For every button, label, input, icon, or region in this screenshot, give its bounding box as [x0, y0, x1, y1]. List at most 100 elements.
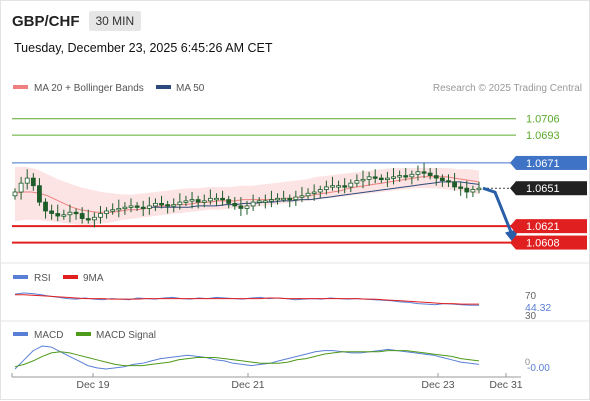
rsi-tick-30: 30: [525, 311, 537, 322]
candle-body: [293, 196, 299, 200]
candle-body: [79, 213, 85, 219]
ma20-legend-label: MA 20 + Bollinger Bands: [34, 83, 144, 94]
candle-body: [37, 185, 42, 203]
macd-signal-legend-swatch: [76, 332, 91, 336]
candle-body: [98, 213, 103, 218]
price-levels: [12, 118, 516, 244]
x-tick-label: Dec 21: [231, 379, 264, 391]
moving-averages: [14, 176, 480, 213]
macd-line: [14, 345, 480, 370]
candle-body: [439, 177, 445, 182]
candle-body: [391, 176, 396, 179]
x-tick-label: Dec 23: [421, 379, 454, 391]
candle-body: [91, 216, 97, 221]
level-tag-1.0608: [516, 235, 587, 250]
candle-body: [73, 211, 79, 215]
candle-body: [452, 181, 457, 188]
candle-body: [183, 200, 189, 203]
candle-body: [275, 197, 280, 201]
x-tick-label: Dec 19: [76, 379, 109, 391]
level-tag-pointer-1.0671: [510, 155, 516, 170]
candle-body: [30, 177, 36, 187]
rsi-tick-70: 70: [525, 291, 537, 302]
candle-body: [336, 185, 341, 188]
candle-body: [85, 218, 91, 221]
candle-body: [281, 197, 287, 201]
level-tag-pointer-1.0621: [510, 219, 516, 234]
candle-body: [159, 202, 164, 206]
timeframe-badge[interactable]: 30 MIN: [88, 11, 142, 31]
candle-body: [446, 180, 451, 183]
macd-legend-swatch: [13, 332, 28, 336]
candle-body: [323, 186, 329, 190]
candle-body: [189, 199, 195, 202]
candle-body: [49, 210, 55, 214]
candle-body: [305, 192, 311, 197]
candle-body: [55, 213, 61, 217]
candle-body: [354, 180, 360, 184]
level-label-1.0693: 1.0693: [526, 130, 560, 142]
macd-value: -0.00: [527, 363, 550, 374]
candle-body: [287, 197, 293, 201]
level-label-1.0706: 1.0706: [526, 114, 560, 126]
candle-body: [220, 197, 225, 201]
ma50-line: [151, 181, 480, 208]
bollinger-band-area: [15, 166, 479, 225]
candle-body: [140, 206, 146, 210]
candle-body: [476, 187, 482, 191]
candle-body: [317, 189, 323, 193]
candle-body: [311, 191, 317, 194]
candle-body: [110, 209, 116, 212]
macd-tick-zero: 0: [525, 357, 530, 367]
forecast-arrow: [482, 186, 519, 243]
candle-body: [427, 172, 433, 176]
level-tag-1.0621: [516, 219, 587, 234]
current-price-label: 1.0651: [526, 183, 560, 195]
candle-body: [232, 202, 238, 207]
candle-body: [153, 202, 158, 207]
candle-body: [24, 177, 30, 184]
level-label-1.0621: 1.0621: [526, 221, 560, 233]
rsi-ma-line: [15, 294, 479, 305]
forecast-arrow-line: [482, 186, 514, 236]
candle-body: [171, 204, 177, 207]
chart-datetime: Tuesday, December 23, 2025 6:45:26 AM CE…: [14, 41, 273, 55]
x-axis-ticks: Dec 19 Dec 21 Dec 23 Dec 31: [76, 373, 523, 391]
candle-body: [256, 200, 262, 203]
rsi-legend-label: RSI: [34, 273, 51, 284]
macd-legend-label: MACD: [34, 330, 63, 341]
rsi-value: 44.32: [525, 302, 551, 314]
candle-body: [378, 177, 384, 181]
candle-body: [403, 175, 409, 178]
level-label-1.0608: 1.0608: [526, 238, 560, 250]
candle-body: [195, 199, 201, 203]
candle-body: [342, 185, 348, 188]
candle-body: [360, 178, 366, 182]
candle-body: [269, 199, 274, 202]
candle-body: [214, 197, 219, 201]
candle-body: [409, 173, 415, 178]
candle-body: [458, 186, 464, 189]
macd-signal-legend-label: MACD Signal: [96, 330, 156, 341]
candle-body: [61, 214, 67, 217]
copyright-label: Research © 2025 Trading Central: [433, 83, 582, 94]
ma20-legend-swatch: [13, 85, 28, 89]
candle-body: [43, 201, 48, 212]
level-tag-pointer-1.0608: [510, 235, 516, 250]
candle-body: [177, 201, 183, 206]
candle-body: [421, 171, 427, 174]
candle-body: [207, 197, 213, 202]
candle-body: [250, 201, 256, 207]
candle-body: [67, 211, 73, 216]
candle-body: [433, 175, 439, 179]
candle-body: [122, 206, 128, 210]
macd-signal-line: [14, 350, 480, 368]
ma50-legend-swatch: [156, 85, 171, 89]
candle-body: [128, 205, 134, 208]
rsi-ma-legend-label: 9MA: [83, 273, 104, 284]
candle-body: [146, 205, 152, 209]
candle-body: [165, 204, 171, 207]
level-label-1.0671: 1.0671: [526, 158, 560, 170]
